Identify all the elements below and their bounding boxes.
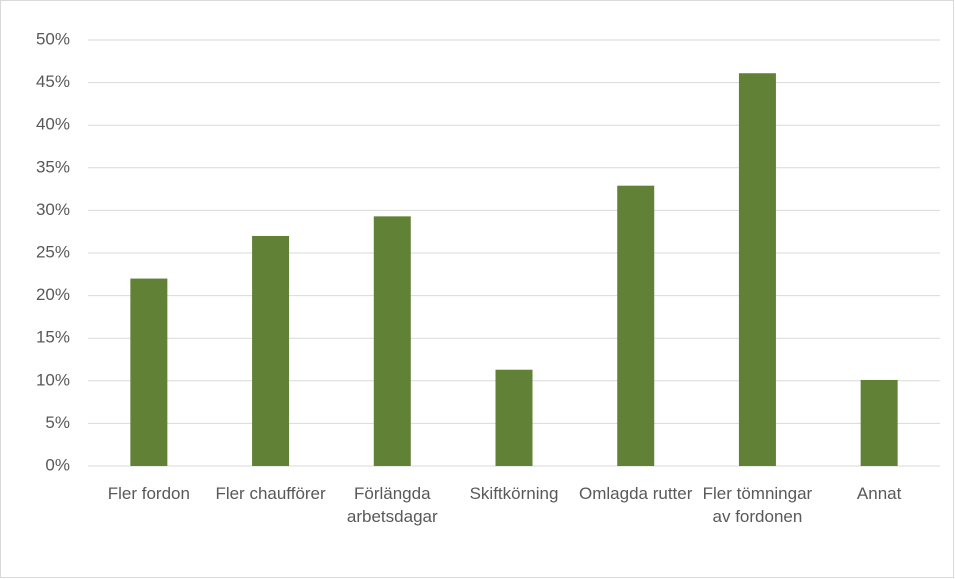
x-tick-label: Omlagda rutter <box>579 484 693 503</box>
x-tick-label: Fler tömningar av fordonen <box>702 484 813 526</box>
y-tick-label: 0% <box>45 455 70 474</box>
x-tick-label: Förlängda arbetsdagar <box>346 484 438 526</box>
y-tick-label: 40% <box>36 115 70 134</box>
y-tick-label: 25% <box>36 242 70 261</box>
bar <box>617 185 655 466</box>
bar <box>860 379 898 466</box>
y-tick-label: 20% <box>36 285 70 304</box>
y-tick-label: 50% <box>36 29 70 48</box>
y-tick-label: 5% <box>45 413 70 432</box>
y-tick-label: 15% <box>36 328 70 347</box>
x-tick-label: Fler fordon <box>107 484 190 503</box>
y-tick-label: 10% <box>36 370 70 389</box>
bar <box>373 216 411 466</box>
x-tick-label: Skiftkörning <box>469 484 559 503</box>
y-tick-label: 45% <box>36 72 70 91</box>
x-tick-label: Fler chaufförer <box>215 484 326 503</box>
bar <box>130 278 168 466</box>
bar <box>495 369 533 466</box>
x-tick-label: Annat <box>856 484 902 503</box>
y-tick-label: 35% <box>36 157 70 176</box>
y-tick-label: 30% <box>36 200 70 219</box>
bar <box>252 235 290 466</box>
bar <box>738 73 776 466</box>
